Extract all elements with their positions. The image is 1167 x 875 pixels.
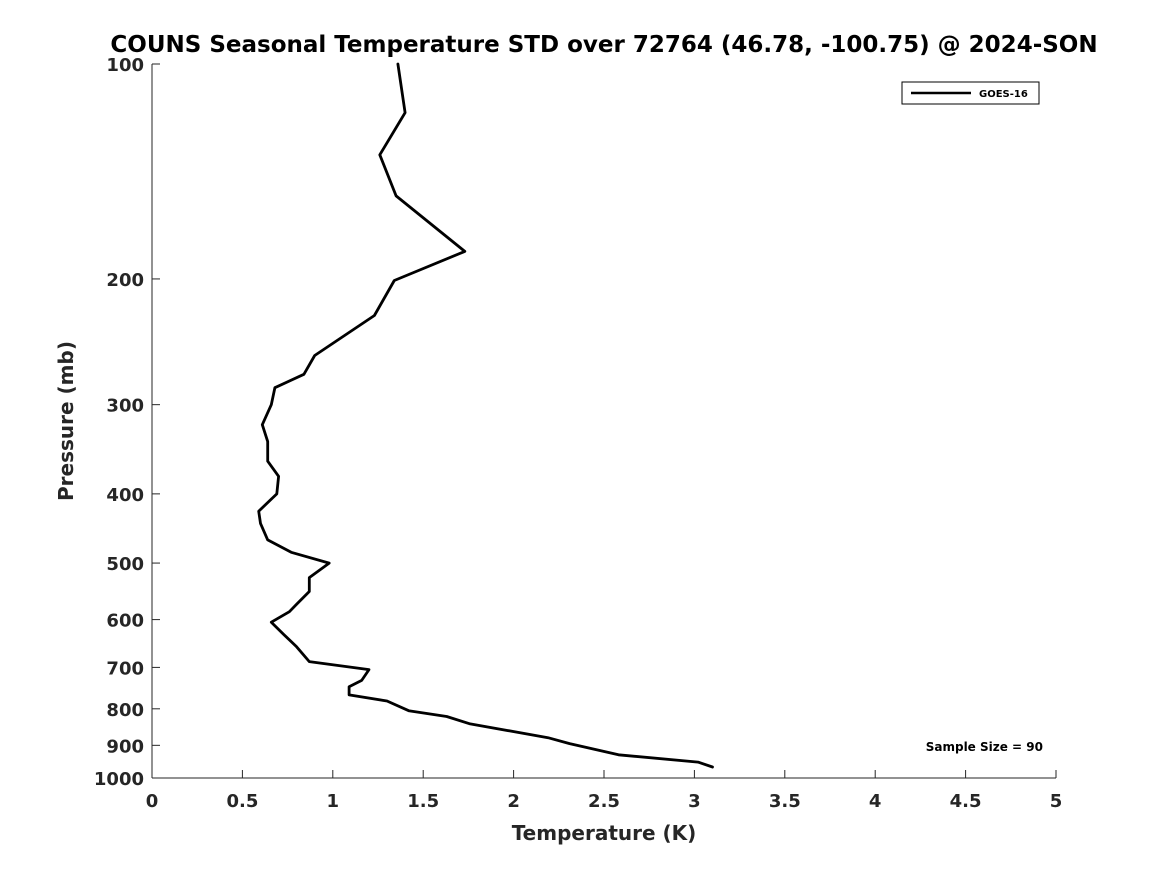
y-tick-label: 300 — [106, 396, 144, 417]
x-tick-label: 3.5 — [769, 791, 801, 812]
y-tick-label: 1000 — [94, 769, 144, 790]
y-axis-ticks: 100 200 300 400 500 600 700 800 900 1000 — [94, 55, 160, 790]
y-tick-label: 900 — [106, 736, 144, 757]
legend-label-goes-16: GOES-16 — [979, 89, 1028, 100]
x-tick-label: 2 — [507, 791, 520, 812]
chart-title: COUNS Seasonal Temperature STD over 7276… — [110, 32, 1097, 58]
y-tick-label: 600 — [106, 611, 144, 632]
x-axis-ticks: 0 0.5 1 1.5 2 2.5 3 3.5 4 4.5 5 — [146, 770, 1063, 812]
x-tick-label: 0.5 — [226, 791, 258, 812]
y-tick-label: 100 — [106, 55, 144, 76]
x-tick-label: 5 — [1050, 791, 1063, 812]
y-tick-label: 700 — [106, 658, 144, 679]
y-tick-label: 400 — [106, 485, 144, 506]
y-tick-label: 200 — [106, 270, 144, 291]
legend: GOES-16 — [901, 81, 1040, 105]
x-tick-label: 3 — [688, 791, 701, 812]
x-tick-label: 4.5 — [950, 791, 982, 812]
y-tick-label: 500 — [106, 554, 144, 575]
series-line-goes-16 — [257, 62, 714, 769]
x-tick-label: 1.5 — [407, 791, 439, 812]
series-layer — [257, 62, 714, 769]
x-tick-label: 0 — [146, 791, 159, 812]
y-axis-label: Pressure (mb) — [54, 341, 78, 501]
x-tick-label: 1 — [327, 791, 340, 812]
y-tick-label: 800 — [106, 700, 144, 721]
x-axis-label: Temperature (K) — [512, 821, 697, 845]
x-tick-label: 4 — [869, 791, 882, 812]
x-tick-label: 2.5 — [588, 791, 620, 812]
sample-size-annotation: Sample Size = 90 — [926, 740, 1043, 754]
